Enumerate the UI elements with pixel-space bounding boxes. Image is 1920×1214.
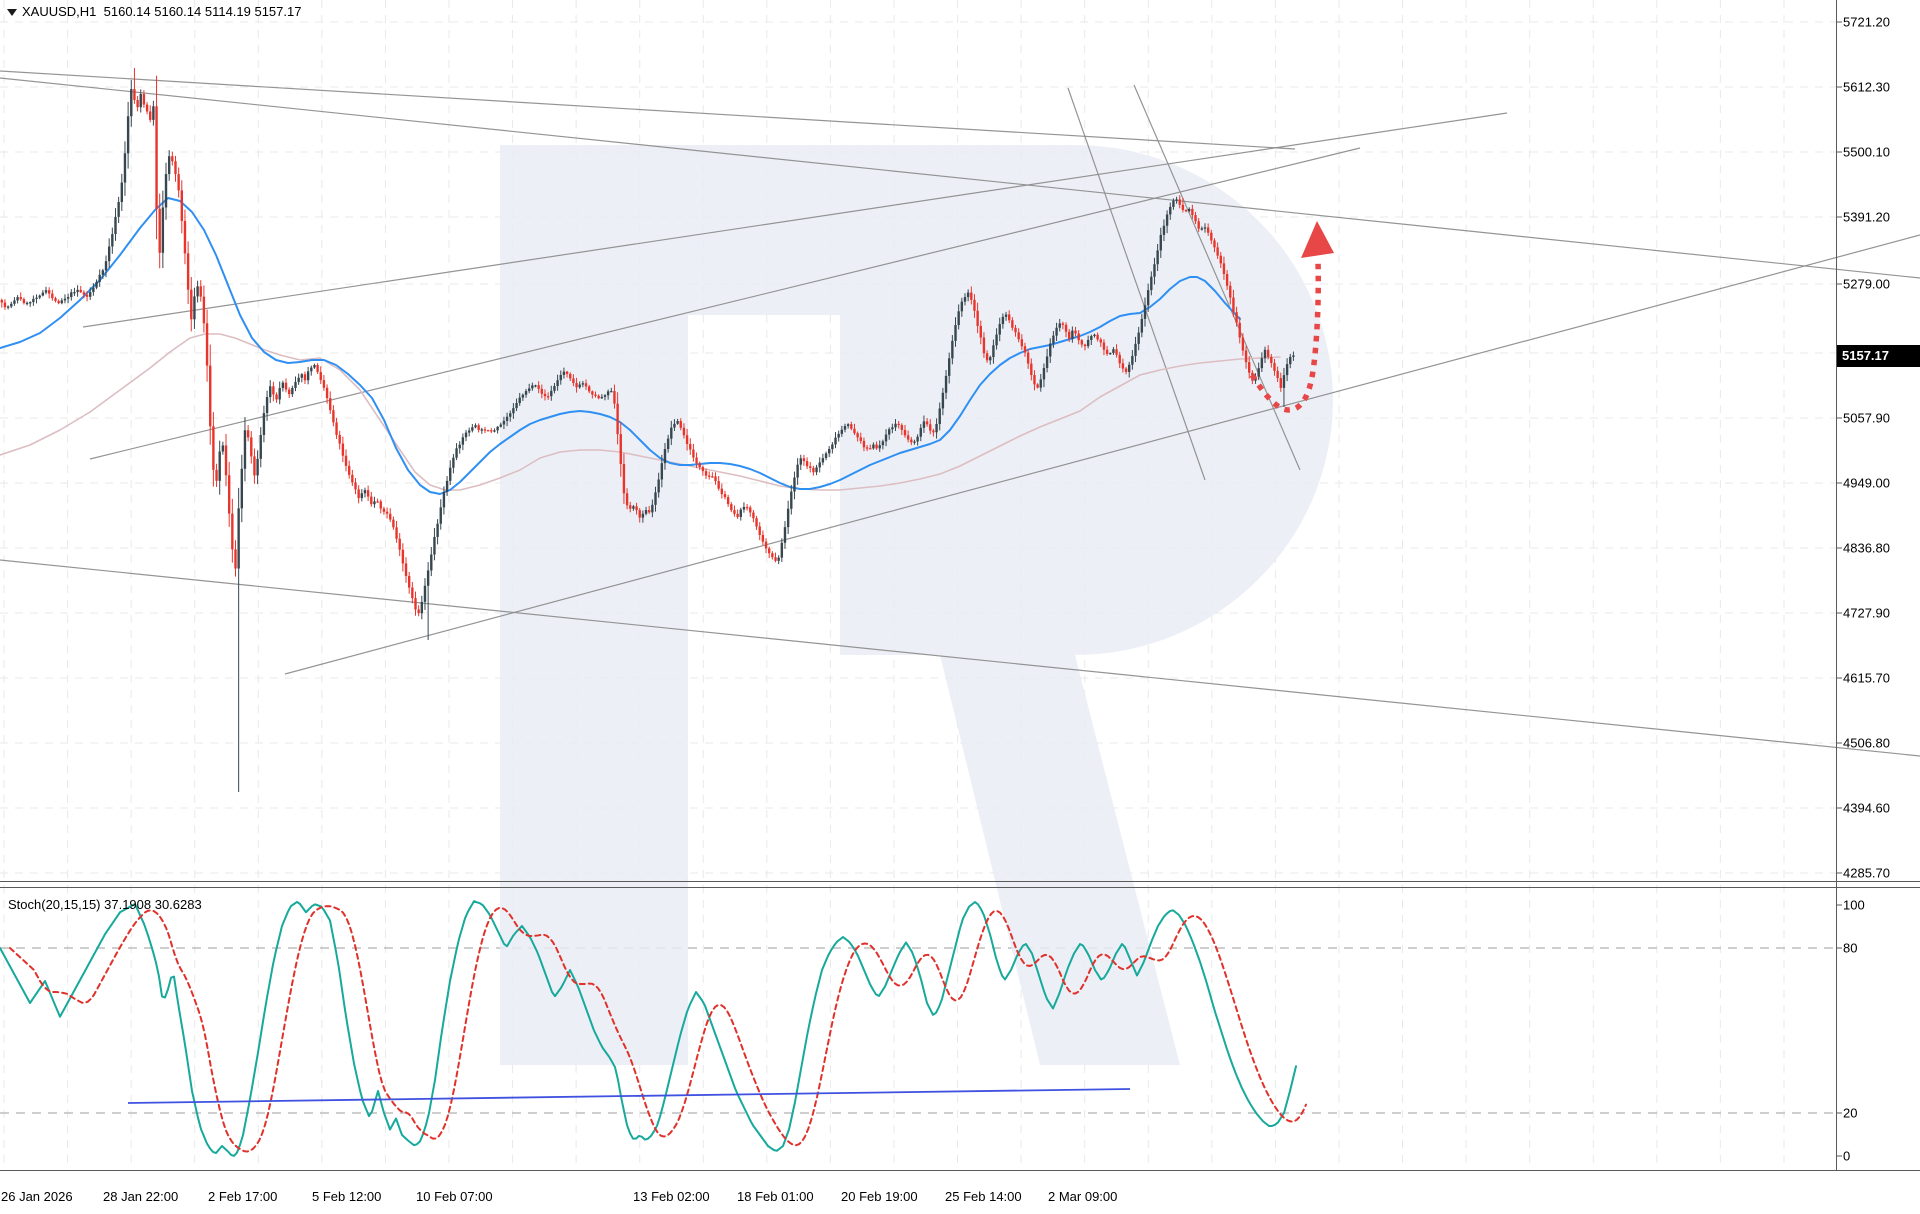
price-axis-label: 4949.00	[1843, 475, 1890, 491]
chart-title-ohlc: XAUUSD,H1 5160.14 5160.14 5114.19 5157.1…	[22, 4, 302, 19]
trendlines-layer[interactable]	[0, 70, 1920, 757]
price-axis-label: 4394.60	[1843, 800, 1890, 816]
time-axis-label: 10 Feb 07:00	[416, 1189, 493, 1204]
price-axis-label: 4615.70	[1843, 670, 1890, 686]
candles-layer[interactable]	[0, 68, 1295, 792]
stochastic-layer	[0, 900, 1307, 1157]
stoch-axis-label: 20	[1843, 1105, 1858, 1121]
stoch-axis-label: 100	[1843, 897, 1865, 913]
stoch-axis-label: 0	[1843, 1148, 1851, 1164]
current-price-badge: 5157.17	[1837, 345, 1920, 367]
time-axis-label: 20 Feb 19:00	[841, 1189, 918, 1204]
price-axis-label: 4727.90	[1843, 605, 1890, 621]
axes-borders	[0, 0, 1920, 1171]
time-axis-label: 26 Jan 2026	[1, 1189, 73, 1204]
forecast-arrow[interactable]	[1249, 221, 1334, 413]
time-axis-label: 18 Feb 01:00	[737, 1189, 814, 1204]
price-axis-label: 5391.20	[1843, 209, 1890, 225]
brand-watermark	[500, 145, 1333, 1065]
symbol-dropdown-icon[interactable]	[7, 9, 17, 16]
stochastic-indicator-label: Stoch(20,15,15) 37.1908 30.6283	[8, 897, 202, 912]
price-axis-label: 5279.00	[1843, 276, 1890, 292]
price-axis-label: 4506.80	[1843, 735, 1890, 751]
time-axis-label: 2 Mar 09:00	[1048, 1189, 1118, 1204]
time-axis-label: 2 Feb 17:00	[208, 1189, 278, 1204]
stoch-axis-label: 80	[1843, 940, 1858, 956]
price-axis-label: 4285.70	[1843, 865, 1890, 881]
time-axis-label: 25 Feb 14:00	[945, 1189, 1022, 1204]
price-axis-label: 5612.30	[1843, 79, 1890, 95]
time-axis-label: 13 Feb 02:00	[633, 1189, 710, 1204]
price-axis-label: 5721.20	[1843, 14, 1890, 30]
time-axis-label: 28 Jan 22:00	[103, 1189, 179, 1204]
price-axis-label: 4836.80	[1843, 540, 1890, 556]
price-axis-label: 5500.10	[1843, 144, 1890, 160]
price-axis-label: 5057.90	[1843, 410, 1890, 426]
moving-averages-layer	[0, 197, 1281, 495]
time-axis-label: 5 Feb 12:00	[312, 1189, 382, 1204]
